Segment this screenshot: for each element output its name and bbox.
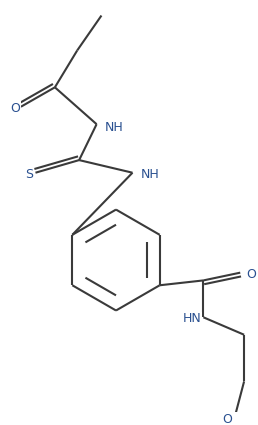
Text: NH: NH xyxy=(140,168,159,181)
Text: O: O xyxy=(246,268,256,280)
Text: HN: HN xyxy=(183,312,201,325)
Text: S: S xyxy=(25,168,33,181)
Text: O: O xyxy=(223,413,232,425)
Text: NH: NH xyxy=(104,121,123,134)
Text: O: O xyxy=(10,102,20,115)
